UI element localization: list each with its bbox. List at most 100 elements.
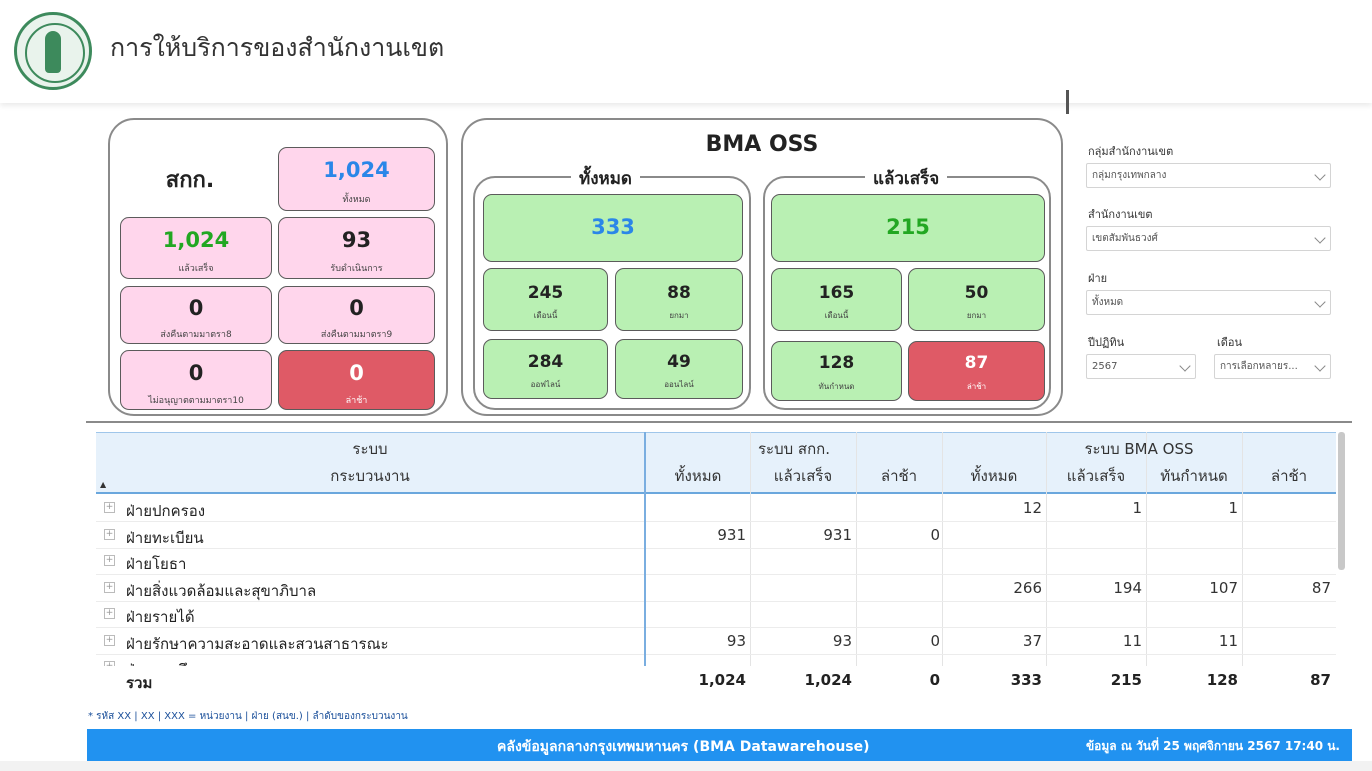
oss-all-total-value: 333 <box>591 215 635 239</box>
header-oss-ontime[interactable]: ทันกำหนด <box>1160 467 1228 485</box>
skk-done-value: 1,024 <box>162 228 230 252</box>
filter-group-value: กลุ่มกรุงเทพกลาง <box>1092 170 1167 181</box>
skk-panel: สกก. 1,024 ทั้งหมด 1,024 แล้วเสร็จ 93 รั… <box>108 118 448 416</box>
skk-return8-tile[interactable]: 0 ส่งคืนตามมาตรา8 <box>120 286 272 344</box>
table-row[interactable]: + ฝ่ายรักษาความสะอาดและสวนสาธารณะ 93 93 0 37 1… <box>96 628 1336 655</box>
oss-done-group: แล้วเสร็จ 215 165 เดือนนี้ 50 ยกมา 128 ท… <box>763 165 1051 410</box>
column-divider <box>1242 432 1243 666</box>
skk-denied10-tile[interactable]: 0 ไม่อนุญาตตามมาตรา10 <box>120 350 272 410</box>
skk-return8-label: ส่งคืนตามมาตรา8 <box>160 330 232 340</box>
oss-done-late-label: ล่าช้า <box>966 382 987 391</box>
column-divider <box>942 432 943 666</box>
header-skk-system: ระบบ สกก. <box>757 440 830 458</box>
oss-done-title: แล้วเสร็จ <box>865 165 948 192</box>
expand-icon[interactable]: + <box>104 581 115 593</box>
table-scrollbar[interactable] <box>1338 432 1345 570</box>
header-skk-done[interactable]: แล้วเสร็จ <box>773 467 833 485</box>
chevron-down-icon <box>1314 296 1326 308</box>
row-name: ฝ่ายสิ่งแวดล้อมและสุขาภิบาล <box>126 581 317 600</box>
row-cell-c5: 11 <box>1122 631 1142 650</box>
skk-total-value: 1,024 <box>323 158 390 182</box>
total-oss-late: 87 <box>1310 671 1331 689</box>
sort-ascending-icon[interactable]: ▲ <box>100 480 107 489</box>
header-skk-total[interactable]: ทั้งหมด <box>674 467 722 485</box>
footer-date: ข้อมูล ณ วันที่ 25 พฤศจิกายน 2567 17:40 … <box>1085 739 1340 753</box>
oss-done-ontime-label: ทันกำหนด <box>818 382 855 391</box>
app-header: การให้บริการของสำนักงานเขต <box>0 0 1372 103</box>
column-divider <box>856 432 857 666</box>
expand-icon[interactable]: + <box>104 608 115 619</box>
total-oss-total: 333 <box>1010 671 1042 689</box>
filter-division-value: ทั้งหมด <box>1092 297 1124 308</box>
oss-done-late-value: 87 <box>964 353 989 373</box>
expand-icon[interactable]: + <box>104 528 115 540</box>
oss-done-carry-value: 50 <box>964 283 989 303</box>
oss-all-offline-value: 284 <box>527 352 564 372</box>
filter-group-select[interactable]: กลุ่มกรุงเทพกลาง <box>1086 163 1331 188</box>
header-skk-late[interactable]: ล่าช้า <box>880 467 918 485</box>
row-cell-c3: 0 <box>930 631 940 650</box>
oss-all-month-tile[interactable]: 245 เดือนนี้ <box>483 268 608 331</box>
skk-denied10-value: 0 <box>188 361 204 385</box>
row-name: ฝ่ายทะเบียน <box>126 528 204 547</box>
skk-return9-tile[interactable]: 0 ส่งคืนตามมาตรา9 <box>278 286 435 344</box>
filter-group-label: กลุ่มสำนักงานเขต <box>1088 145 1174 158</box>
table-row[interactable]: + ฝ่ายปกครอง 12 1 1 <box>96 495 1336 522</box>
oss-all-online-tile[interactable]: 49 ออนไลน์ <box>615 339 743 399</box>
chevron-down-icon <box>1179 360 1191 372</box>
header-oss-late[interactable]: ล่าช้า <box>1270 467 1308 485</box>
header-fragment <box>1066 88 1186 116</box>
oss-done-carry-tile[interactable]: 50 ยกมา <box>908 268 1045 331</box>
oss-done-total-tile[interactable]: 215 <box>771 194 1045 262</box>
oss-done-total-value: 215 <box>886 215 930 239</box>
filter-division-select[interactable]: ทั้งหมด <box>1086 290 1331 315</box>
total-oss-done: 215 <box>1110 671 1142 689</box>
filter-year-select[interactable]: 2567 <box>1086 354 1196 379</box>
expand-icon[interactable]: + <box>104 555 115 566</box>
skk-inprogress-tile[interactable]: 93 รับดำเนินการ <box>278 217 435 279</box>
oss-all-carry-label: ยกมา <box>669 311 689 320</box>
oss-done-ontime-value: 128 <box>818 353 855 373</box>
row-cell-c4: 12 <box>1022 499 1042 517</box>
expand-icon[interactable]: + <box>104 502 115 513</box>
oss-done-ontime-tile[interactable]: 128 ทันกำหนด <box>771 341 902 401</box>
skk-total-label: ทั้งหมด <box>342 195 371 205</box>
skk-total-tile[interactable]: 1,024 ทั้งหมด <box>278 147 435 211</box>
skk-inprogress-label: รับดำเนินการ <box>330 264 383 274</box>
expand-icon[interactable]: + <box>104 634 115 646</box>
oss-done-month-tile[interactable]: 165 เดือนนี้ <box>771 268 902 331</box>
oss-all-carry-tile[interactable]: 88 ยกมา <box>615 268 743 331</box>
table-row[interactable]: + ฝ่ายโยธา <box>96 548 1336 575</box>
table-row[interactable]: + ฝ่ายรายได้ <box>96 601 1336 628</box>
skk-title: สกก. <box>165 168 215 193</box>
oss-all-total-tile[interactable]: 333 <box>483 194 743 262</box>
header-process[interactable]: กระบวนงาน <box>330 467 410 485</box>
skk-done-tile[interactable]: 1,024 แล้วเสร็จ <box>120 217 272 279</box>
column-divider <box>1046 432 1047 666</box>
row-cell-c6: 107 <box>1209 578 1238 597</box>
skk-return8-value: 0 <box>188 296 204 320</box>
skk-late-tile[interactable]: 0 ล่าช้า <box>278 350 435 410</box>
oss-all-offline-tile[interactable]: 284 ออฟไลน์ <box>483 339 608 399</box>
table-row[interactable]: + ฝ่ายทะเบียน 931 931 0 <box>96 522 1336 549</box>
oss-all-group: ทั้งหมด 333 245 เดือนนี้ 88 ยกมา 284 ออฟ… <box>473 165 751 410</box>
oss-all-online-value: 49 <box>667 352 691 372</box>
header-oss-done[interactable]: แล้วเสร็จ <box>1066 467 1126 485</box>
header-oss-total[interactable]: ทั้งหมด <box>970 467 1018 485</box>
filter-month-select[interactable]: การเลือกหลายร... <box>1214 354 1331 379</box>
table-total-row: รวม 1,024 1,024 0 333 215 128 87 <box>96 666 1336 694</box>
row-cell-c1: 931 <box>717 525 746 544</box>
system-separator <box>644 432 646 694</box>
oss-done-late-tile[interactable]: 87 ล่าช้า <box>908 341 1045 401</box>
row-cell-c2: 93 <box>832 631 852 650</box>
filter-office-select[interactable]: เขตสัมพันธวงศ์ <box>1086 226 1331 251</box>
table-row[interactable]: + ฝ่ายสิ่งแวดล้อมและสุขาภิบาล 266 194 107 87 <box>96 575 1336 602</box>
skk-return9-value: 0 <box>349 296 364 320</box>
filter-division-label: ฝ่าย <box>1088 272 1108 285</box>
oss-title: BMA OSS <box>705 132 819 157</box>
row-cell-c1: 93 <box>726 631 746 650</box>
skk-done-label: แล้วเสร็จ <box>178 264 214 274</box>
row-cell-c5: 194 <box>1113 578 1142 597</box>
row-name: ฝ่ายโยธา <box>126 555 187 573</box>
row-name: ฝ่ายปกครอง <box>126 502 206 520</box>
